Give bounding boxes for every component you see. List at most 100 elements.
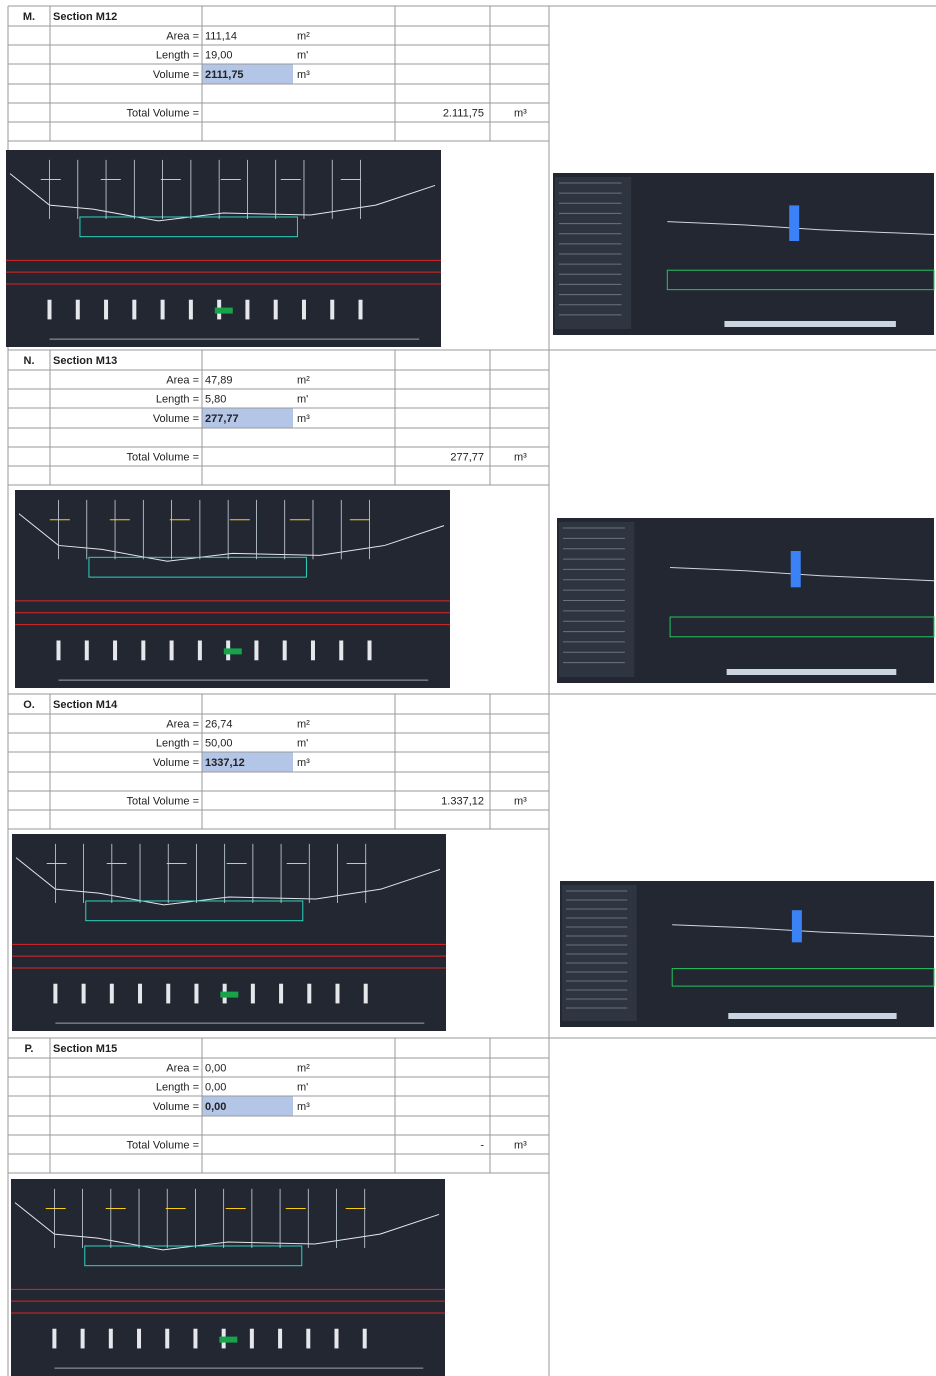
cad-panel (559, 522, 635, 677)
total-volume-value: 277,77 (450, 451, 484, 463)
section-title: Section M15 (53, 1043, 117, 1055)
total-volume-unit: m³ (514, 451, 527, 463)
cad-marker (113, 640, 118, 661)
cad-marker (254, 640, 259, 661)
total-volume-unit: m³ (514, 795, 527, 807)
area-label: Area = (166, 1062, 199, 1074)
volume-unit: m³ (297, 69, 310, 81)
length-label: Length = (156, 393, 199, 405)
total-volume-value: 2.111,75 (443, 107, 484, 119)
volume-label: Volume = (153, 757, 199, 769)
cad-marker (197, 640, 202, 661)
cad-marker (245, 299, 250, 320)
area-value: 0,00 (205, 1062, 226, 1074)
cad-label (223, 648, 242, 655)
cad-marker (249, 1328, 254, 1349)
cad-tower (789, 205, 800, 242)
cad-marker (307, 983, 312, 1004)
cad-marker (363, 983, 368, 1004)
cad-screenshot (560, 881, 935, 1027)
volume-label: Volume = (153, 413, 199, 425)
cad-marker (80, 1328, 85, 1349)
cad-panel (555, 177, 632, 329)
section-letter: M. (23, 11, 35, 23)
volume-highlight (202, 408, 293, 428)
cad-label (214, 307, 233, 314)
section-letter: O. (23, 699, 35, 711)
cad-band (666, 269, 935, 291)
cad-marker (138, 983, 143, 1004)
cad-marker (193, 1328, 198, 1349)
cad-panel (562, 885, 637, 1021)
cad-marker (137, 1328, 142, 1349)
length-label: Length = (156, 1081, 199, 1093)
length-unit: m' (297, 49, 308, 61)
cad-marker (188, 299, 193, 320)
cad-marker (358, 299, 363, 320)
cad-marker (47, 299, 52, 320)
cad-channel (85, 900, 304, 922)
total-volume-label: Total Volume = (127, 1139, 199, 1151)
cad-marker (166, 983, 171, 1004)
cad-channel (88, 556, 307, 578)
cad-marker (81, 983, 86, 1004)
length-value: 5,80 (205, 393, 226, 405)
cad-marker (75, 299, 80, 320)
cad-band (669, 616, 935, 638)
total-volume-unit: m³ (514, 107, 527, 119)
cad-marker (165, 1328, 170, 1349)
length-unit: m' (297, 393, 308, 405)
section-title: Section M14 (53, 699, 118, 711)
cad-tower (791, 910, 802, 943)
length-value: 0,00 (205, 1081, 226, 1093)
area-unit: m² (297, 718, 310, 730)
length-value: 50,00 (205, 737, 233, 749)
length-value: 19,00 (205, 49, 233, 61)
cad-marker (306, 1328, 311, 1349)
volume-highlight (202, 752, 293, 772)
cad-marker (278, 1328, 283, 1349)
cad-marker (104, 299, 109, 320)
cad-marker (109, 983, 114, 1004)
volume-unit: m³ (297, 413, 310, 425)
cad-marker (310, 640, 315, 661)
cad-marker (141, 640, 146, 661)
section-letter: P. (25, 1043, 34, 1055)
cad-screenshot (6, 150, 441, 347)
cad-screenshot (553, 173, 935, 335)
cad-marker (362, 1328, 367, 1349)
cad-label (220, 991, 239, 998)
cad-profile (667, 221, 935, 236)
area-label: Area = (166, 374, 199, 386)
cad-marker (301, 299, 306, 320)
total-volume-value: - (480, 1139, 484, 1151)
cad-marker (169, 640, 174, 661)
cad-marker (56, 640, 61, 661)
cad-marker (282, 640, 287, 661)
volume-value: 277,77 (205, 413, 239, 425)
cad-marker (53, 983, 58, 1004)
area-unit: m² (297, 30, 310, 42)
area-value: 47,89 (205, 374, 233, 386)
cad-channel (84, 1245, 303, 1267)
volume-unit: m³ (297, 757, 310, 769)
length-unit: m' (297, 737, 308, 749)
volume-highlight (202, 64, 293, 84)
section-letter: N. (24, 355, 35, 367)
cad-marker (334, 1328, 339, 1349)
cad-marker (52, 1328, 57, 1349)
cad-band (671, 968, 935, 987)
cad-marker (194, 983, 199, 1004)
volume-value: 0,00 (205, 1101, 226, 1113)
volume-highlight (202, 1096, 293, 1116)
volume-unit: m³ (297, 1101, 310, 1113)
cad-profile (672, 924, 935, 937)
section-title: Section M12 (53, 11, 117, 23)
area-unit: m² (297, 1062, 310, 1074)
cad-marker (84, 640, 89, 661)
volume-value: 1337,12 (205, 757, 245, 769)
volume-label: Volume = (153, 1101, 199, 1113)
cad-marker (108, 1328, 113, 1349)
